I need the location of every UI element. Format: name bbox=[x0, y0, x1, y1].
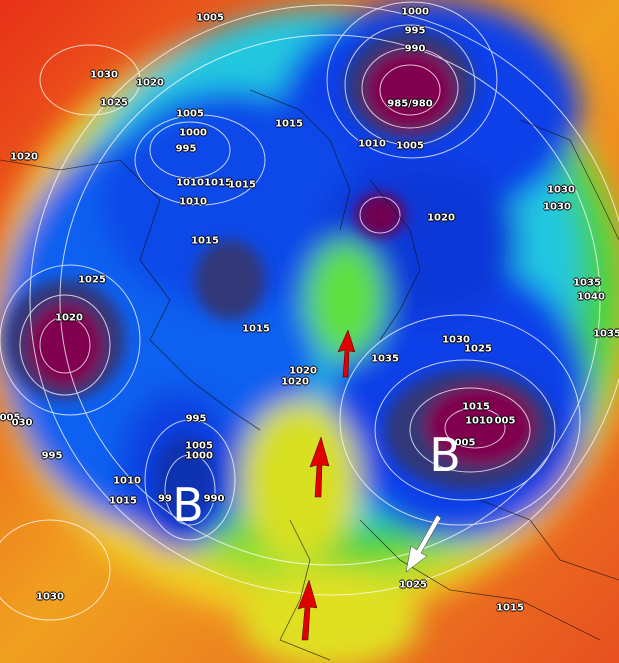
red-arrow-icon bbox=[337, 329, 356, 378]
isobar-label: 1010 bbox=[179, 196, 207, 208]
isobar-label: 1010 bbox=[176, 177, 204, 189]
isobar-label: 1035 bbox=[573, 277, 601, 289]
isobar-label: 1010 bbox=[113, 475, 141, 487]
isobar-label: 1005 bbox=[196, 12, 224, 24]
isobar-label: 1020 bbox=[289, 365, 317, 377]
isobar-label: 990 bbox=[404, 43, 426, 55]
isobar-label: 995 bbox=[185, 413, 207, 425]
isobar-label: 1015 bbox=[462, 401, 490, 413]
white-arrow-icon bbox=[405, 514, 442, 573]
isobar-label: 1015 bbox=[242, 323, 270, 335]
isobar-label: 1020 bbox=[10, 151, 38, 163]
isobar-label: 995 bbox=[175, 143, 197, 155]
isobar-label: 995 bbox=[41, 450, 63, 462]
isobar-label: 1025 bbox=[78, 274, 106, 286]
isobar-label: 995 bbox=[404, 25, 426, 37]
isobar-label: 1025 bbox=[464, 343, 492, 355]
isobar-label: 1020 bbox=[55, 312, 83, 324]
low-marker: B bbox=[429, 428, 461, 482]
isobar-label: 1035 bbox=[371, 353, 399, 365]
red-arrow-icon bbox=[309, 436, 330, 498]
isobar-label: 990 bbox=[203, 493, 225, 505]
isobar-label: 1005 bbox=[176, 108, 204, 120]
isobar-label: 030 bbox=[11, 417, 33, 429]
isobar-label: 005 bbox=[454, 437, 476, 449]
isobar-label: 1025 bbox=[399, 579, 427, 591]
isobar-label: 005 bbox=[0, 412, 21, 424]
isobar-label: 1020 bbox=[281, 376, 309, 388]
isobar-label: 1040 bbox=[577, 291, 605, 303]
red-arrows bbox=[297, 329, 442, 641]
isobar-label: 1015 bbox=[191, 235, 219, 247]
isobar-label: 1020 bbox=[136, 77, 164, 89]
isobar-label: 1015 bbox=[275, 118, 303, 130]
isobar-label: 1000 bbox=[179, 127, 207, 139]
isobar-label: 99 bbox=[158, 493, 172, 505]
isobar-label: 1015 bbox=[109, 495, 137, 507]
red-arrow-icon bbox=[297, 579, 318, 641]
isobar-label: 1030 bbox=[90, 69, 118, 81]
isobars bbox=[0, 1, 619, 621]
coastlines bbox=[0, 89, 619, 661]
isobar-label: 1000 bbox=[185, 450, 213, 462]
isobar-label: 1000 bbox=[401, 6, 429, 18]
isobar-label: 1025 bbox=[100, 97, 128, 109]
isobar-label: 1005 bbox=[185, 440, 213, 452]
isobar-label: 1005 bbox=[396, 140, 424, 152]
low-marker: B bbox=[172, 478, 204, 532]
isobar-label: 1030 bbox=[547, 184, 575, 196]
isobar-label: 1030 bbox=[543, 201, 571, 213]
isobar-label: 1030 bbox=[442, 334, 470, 346]
isobar-label: 1010 bbox=[358, 138, 386, 150]
isobar-label: 1015 bbox=[204, 177, 232, 189]
isobar-label: 005 bbox=[494, 415, 516, 427]
isobar-label: 1015 bbox=[228, 179, 256, 191]
isobar-label: 985/980 bbox=[387, 98, 433, 110]
isobar-label: 1010 bbox=[465, 415, 493, 427]
isobar-label: 1015 bbox=[496, 602, 524, 614]
isobar-label: 1035 bbox=[593, 328, 619, 340]
isobar-label: 1030 bbox=[36, 591, 64, 603]
isobar-label: 1020 bbox=[427, 212, 455, 224]
